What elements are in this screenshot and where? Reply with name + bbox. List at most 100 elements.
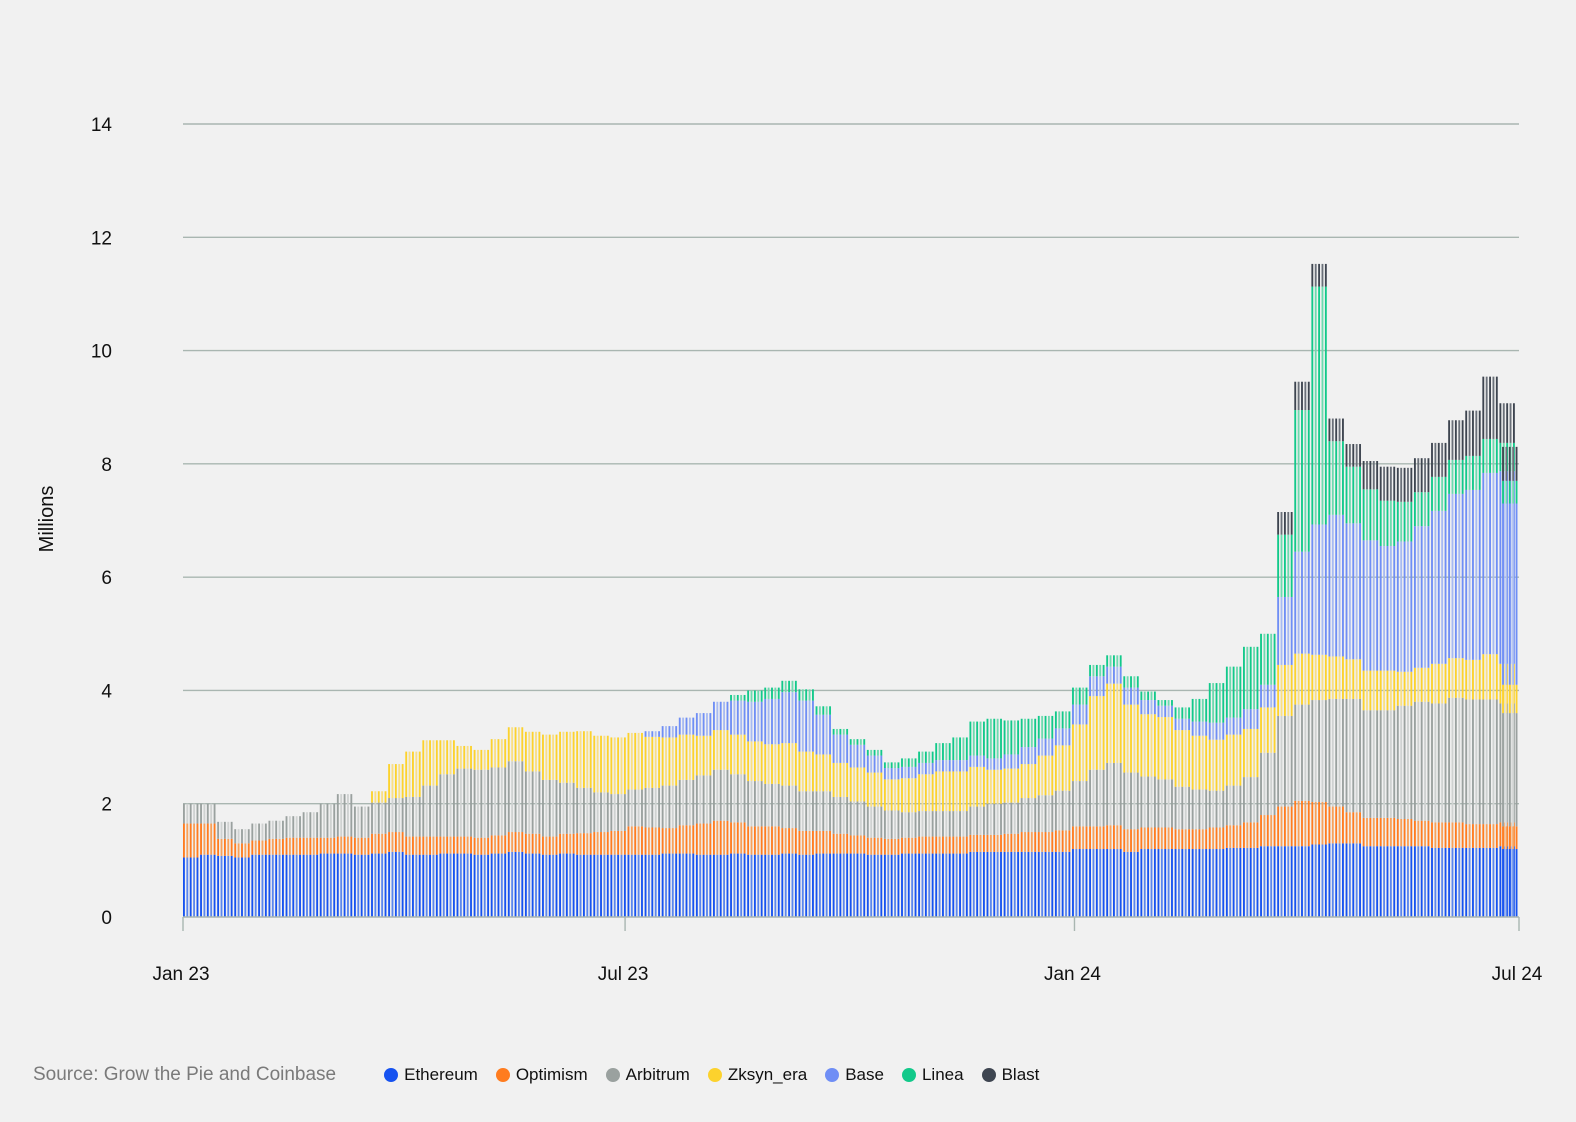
bar-stripe — [1372, 846, 1375, 917]
bar-stripe — [1448, 822, 1451, 848]
bar-segment-optimism — [866, 837, 883, 855]
bar-segment-zksyn_era — [507, 727, 524, 762]
bar-stripe — [1376, 489, 1379, 541]
bar-stripe — [1386, 710, 1389, 818]
bar-stripe — [1218, 683, 1221, 723]
bar-stripe — [435, 785, 438, 837]
bar-stripe — [1383, 817, 1386, 847]
bar-stripe — [1485, 472, 1488, 655]
bar-segment-linea — [866, 749, 883, 756]
bar-segment-arbitrum — [371, 802, 387, 834]
bar-segment-optimism — [935, 836, 951, 854]
bar-stripe — [1396, 671, 1399, 706]
bar-stripe — [1410, 671, 1413, 706]
bar-stripe — [620, 794, 623, 831]
bar-stripe — [976, 755, 979, 767]
bar-stripe — [856, 744, 859, 768]
bar-stripe — [1287, 534, 1290, 597]
bar-segment-optimism — [832, 833, 849, 854]
bar-stripe — [1058, 711, 1061, 729]
legend-label: Linea — [921, 1065, 964, 1084]
bar-stripe — [405, 854, 408, 917]
bar-stripe — [1089, 849, 1091, 917]
bar-stripe — [1215, 790, 1218, 828]
bar-stripe — [675, 853, 678, 917]
bar-segment-ethereum — [661, 853, 678, 917]
bar-stripe — [709, 775, 712, 824]
bar-stripe — [1027, 851, 1030, 917]
bar-stripe — [1458, 459, 1461, 494]
bar-stripe — [1123, 687, 1126, 705]
bar-stripe — [258, 823, 261, 841]
bar-stripe — [897, 838, 900, 855]
bar-stripe — [1236, 785, 1238, 826]
bar-stripe — [1246, 777, 1249, 823]
bar-stripe — [709, 713, 712, 736]
bar-stripe — [388, 851, 391, 917]
bar-segment-linea — [883, 762, 900, 769]
bar-stripe — [1318, 263, 1321, 287]
bar-stripe — [377, 802, 380, 834]
bar-stripe — [706, 775, 708, 824]
bar-segment-zksyn_era — [1123, 704, 1139, 773]
bar-segment-zksyn_era — [1396, 671, 1413, 706]
bar-stripe — [408, 796, 411, 837]
bar-stripe — [702, 713, 705, 736]
bar-stripe — [511, 851, 514, 917]
bar-stripe — [1475, 699, 1478, 825]
bar-stripe — [1140, 691, 1143, 701]
bar-stripe — [1362, 540, 1365, 671]
bar-segment-optimism — [388, 832, 404, 852]
bar-stripe — [261, 840, 264, 855]
bar-stripe — [292, 816, 295, 838]
bar-segment-zksyn_era — [815, 754, 831, 792]
bar-stripe — [429, 854, 431, 917]
bar-stack — [627, 732, 643, 917]
bar-stripe — [853, 744, 856, 768]
bar-stripe — [1345, 843, 1348, 917]
bar-stripe — [1485, 847, 1488, 917]
bar-stripe — [959, 836, 961, 854]
x-tick-labels: Jan 23 Jul 23 Jan 24 Jul 24 — [152, 964, 1542, 985]
bar-stripe — [1311, 524, 1314, 655]
bar-stripe — [1512, 480, 1515, 504]
bar-segment-base — [1413, 526, 1430, 668]
bar-stripe — [702, 775, 705, 824]
bar-stripe — [596, 735, 599, 793]
bar-stripe — [623, 854, 626, 917]
bar-stripe — [1389, 846, 1392, 917]
bar-segment-zksyn_era — [1345, 659, 1361, 699]
bar-stripe — [849, 835, 852, 854]
bar-stripe — [1239, 734, 1242, 786]
chart-footer: Source: Grow the Pie and Coinbase Ethere… — [33, 1062, 1057, 1088]
bar-stripe — [993, 769, 996, 804]
bar-stripe — [617, 854, 620, 917]
bar-stripe — [494, 853, 496, 917]
bar-segment-ethereum — [507, 851, 524, 917]
bar-segment-blast — [1502, 446, 1518, 481]
bar-stripe — [1184, 730, 1187, 787]
bar-stripe — [671, 828, 674, 854]
bar-segment-arbitrum — [661, 785, 678, 829]
bar-segment-arbitrum — [883, 810, 900, 839]
bar-stripe — [521, 727, 524, 762]
bar-stripe — [1239, 785, 1242, 826]
bar-stripe — [959, 771, 961, 812]
bar-stripe — [972, 806, 975, 835]
bar-stripe — [1191, 698, 1194, 722]
bar-stripe — [1034, 851, 1037, 917]
bar-stripe — [1249, 822, 1252, 848]
bar-stripe — [798, 791, 801, 831]
bar-segment-optimism — [1502, 826, 1518, 850]
bar-stack — [1191, 698, 1208, 917]
bar-stripe — [1167, 827, 1170, 850]
bar-stripe — [918, 853, 921, 917]
bar-stripe — [507, 727, 510, 762]
bar-segment-arbitrum — [610, 794, 626, 831]
bar-stripe — [1420, 820, 1423, 847]
bar-stripe — [1188, 707, 1191, 719]
bar-stripe — [798, 854, 801, 917]
bar-stripe — [1314, 802, 1317, 845]
bar-stripe — [1246, 709, 1249, 729]
bar-stripe — [398, 798, 401, 833]
